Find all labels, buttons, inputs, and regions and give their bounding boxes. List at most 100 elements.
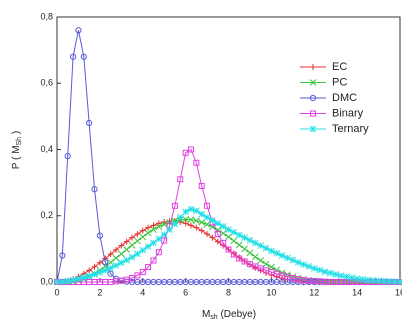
point [284,254,291,262]
y-axis-title-end: ) [11,131,22,137]
legend-label: PC [332,76,347,88]
point [353,275,361,283]
point [112,262,120,269]
point [332,271,340,278]
point [107,259,114,266]
point [300,261,307,268]
point [139,246,147,254]
point [102,259,109,266]
point [278,252,286,259]
point [150,226,157,234]
point [53,278,61,286]
point [187,222,194,229]
point [235,231,243,239]
point [251,253,259,261]
point [134,272,141,279]
point [251,239,259,247]
point [219,229,227,237]
legend-label: DMC [332,92,357,104]
point [117,250,125,258]
point [91,186,98,193]
point [230,251,237,258]
point [64,153,71,160]
x-tick-label: 4 [140,287,145,297]
point [150,222,157,229]
x-axis-title-main: M [202,309,210,320]
point [69,276,77,284]
point [337,272,345,280]
point [257,257,265,264]
point [128,241,136,249]
point [310,265,318,272]
point [198,227,205,234]
point [86,267,93,274]
point [273,249,281,257]
point [86,119,93,127]
point [107,264,114,272]
point [364,276,372,284]
point [80,274,88,281]
legend-marker [310,110,316,117]
point [107,251,114,258]
point [369,276,377,284]
point [192,217,200,225]
point [129,234,136,241]
point [118,242,125,249]
y-tick-label: 0,4 [40,144,53,154]
plot-frame [56,16,401,283]
y-axis-title-sub: Sh [16,137,23,146]
point [209,234,216,241]
point [192,207,200,215]
x-axis-title-end: (Debye) [218,309,256,320]
legend-label: Ternary [332,123,369,135]
point [182,149,189,156]
legend-marker [309,125,317,133]
point [150,239,157,247]
point [112,254,120,262]
point [262,244,270,252]
point [321,268,329,276]
x-tick-label: 16 [395,287,402,297]
point [257,242,265,249]
point [96,232,103,239]
x-tick-label: 14 [352,287,362,297]
point [155,220,162,227]
point [225,226,232,234]
point [80,53,87,60]
point [209,217,216,224]
point [187,146,194,153]
point [145,224,152,231]
point [91,271,98,278]
x-tick-label: 10 [266,287,276,297]
point [177,176,184,183]
y-axis-title-main: P ( M [11,145,22,169]
point [155,235,163,243]
point [117,259,125,267]
point [343,273,350,281]
point [241,245,248,253]
series-line [56,30,400,283]
point [187,205,195,213]
point [219,222,227,230]
point [123,238,130,245]
series-line [57,148,400,283]
y-axis-title: P ( MSh ) [11,131,23,169]
series-line [56,208,400,283]
x-tick-label: 0 [54,287,59,297]
point [214,220,222,227]
point [316,266,323,274]
point [144,229,152,237]
point [69,53,77,60]
point [139,233,147,241]
point [348,274,356,282]
point [262,260,270,268]
point [235,241,243,249]
point [134,237,141,245]
point [75,275,82,283]
point [91,263,98,270]
point [160,231,168,238]
point [112,246,119,253]
y-tick-label: 0,8 [40,11,53,21]
point [198,210,206,218]
